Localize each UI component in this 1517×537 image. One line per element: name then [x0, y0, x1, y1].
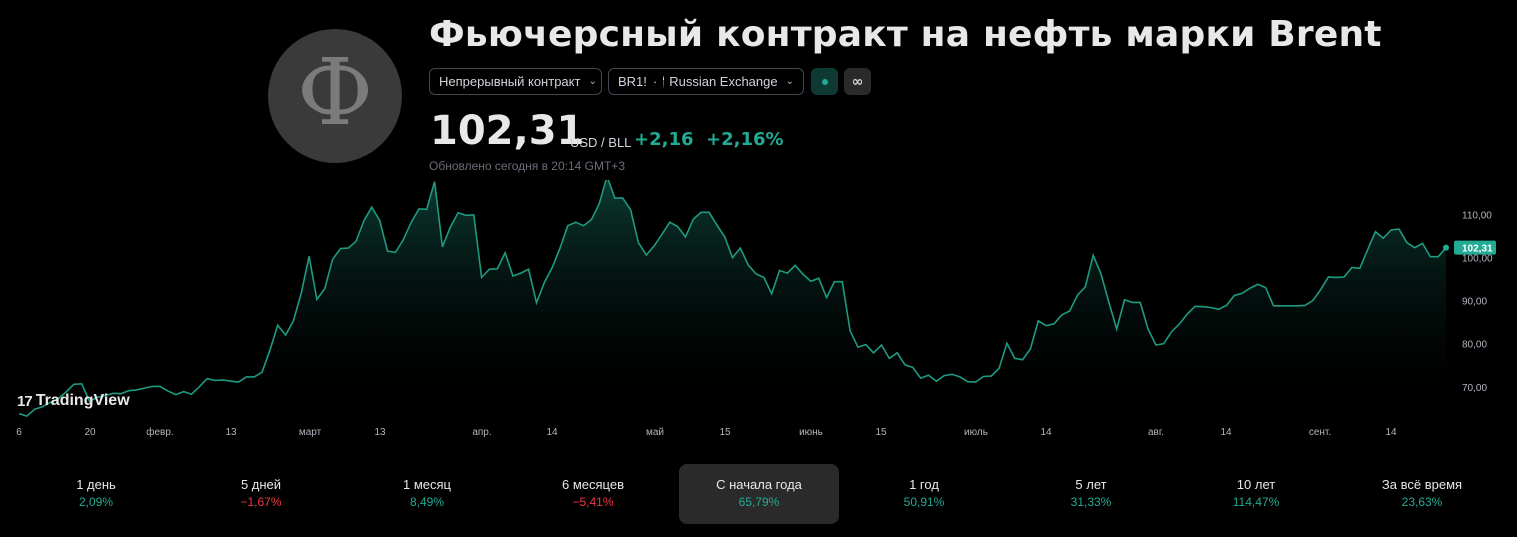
period-option[interactable]: С начала года 65,79%	[679, 464, 839, 524]
period-change-value: 23,63%	[1401, 495, 1443, 509]
period-label: 1 месяц	[403, 477, 451, 492]
x-tick-label: май	[646, 427, 664, 438]
last-price-badge	[1454, 240, 1496, 255]
contract-dropdown[interactable]: Непрерывный контракт ⌄	[429, 68, 602, 95]
period-label: 10 лет	[1236, 477, 1276, 492]
period-change-value: 31,33%	[1070, 495, 1112, 509]
contract-dropdown-label: Непрерывный контракт	[439, 74, 581, 89]
x-tick-label: 14	[1040, 427, 1052, 438]
period-label: С начала года	[716, 477, 802, 492]
period-label: 1 год	[909, 477, 939, 492]
y-tick-label: 80,00	[1462, 340, 1487, 351]
updated-time: Обновлено сегодня в 20:14 GMT+3	[429, 159, 625, 173]
market-open-dot-icon	[821, 78, 828, 85]
y-tick-label: 110,00	[1462, 210, 1492, 221]
y-tick-label: 90,00	[1462, 297, 1487, 308]
market-status-button[interactable]	[811, 68, 838, 95]
x-tick-label: 15	[875, 427, 887, 438]
x-tick-label: 6	[16, 427, 22, 438]
x-tick-label: авг.	[1148, 427, 1164, 438]
chart-series-line	[18, 180, 1447, 417]
last-price-badge-label: 102,31	[1462, 244, 1493, 255]
period-change-value: 65,79%	[738, 495, 780, 509]
symbol-logo: Ф	[268, 29, 402, 163]
continuous-button[interactable]: ∞	[844, 68, 871, 95]
period-selector: 1 день 2,09% 5 дней −1,67% 1 месяц 8,49% 6 мес…	[0, 464, 1517, 524]
infinity-icon: ∞	[851, 73, 864, 90]
period-change-value: −1,67%	[240, 495, 282, 509]
x-tick-label: 13	[374, 427, 386, 438]
x-tick-label: 14	[1385, 427, 1397, 438]
period-change-value: 50,91%	[903, 495, 945, 509]
period-option[interactable]: 5 лет 31,33%	[1011, 464, 1171, 524]
chart-area-fill	[19, 180, 1446, 417]
y-tick-label: 100,00	[1462, 254, 1493, 265]
period-label: 6 месяцев	[562, 477, 624, 492]
chevron-down-icon: ⌄	[785, 76, 794, 87]
period-label: 5 лет	[1075, 477, 1107, 492]
tradingview-watermark: 17 TradingView	[17, 392, 130, 410]
exchange-name: Russian Exchange	[669, 74, 778, 89]
x-tick-label: февр.	[146, 426, 173, 438]
x-tick-label: сент.	[1309, 427, 1331, 438]
x-tick-label: 15	[719, 427, 731, 438]
page-title: Фьючерсный контракт на нефть марки Brent	[429, 14, 1382, 55]
symbol-code: BR1!	[618, 74, 647, 89]
symbol-separator: ·	[652, 74, 658, 89]
period-option[interactable]: 5 дней −1,67%	[181, 464, 341, 524]
period-option[interactable]: 1 год 50,91%	[844, 464, 1004, 524]
watermark-text: TradingView	[35, 392, 130, 409]
last-price-dot	[1443, 244, 1449, 251]
x-tick-label: 20	[84, 427, 96, 438]
price-change: +2,16 +2,16%	[634, 129, 784, 150]
period-option[interactable]: 1 месяц 8,49%	[347, 464, 507, 524]
period-label: 1 день	[76, 477, 116, 492]
period-option[interactable]: 1 день 2,09%	[16, 464, 176, 524]
period-option[interactable]: 10 лет 114,47%	[1176, 464, 1336, 524]
period-change-value: 2,09%	[78, 495, 114, 509]
x-tick-label: июль	[964, 427, 988, 438]
x-tick-label: 14	[1220, 427, 1232, 438]
tradingview-logo-icon: 17	[17, 392, 33, 410]
period-option[interactable]: 6 месяцев −5,41%	[513, 464, 673, 524]
period-change-value: −5,41%	[572, 495, 614, 509]
x-tick-label: 14	[546, 427, 558, 438]
x-tick-label: июнь	[799, 427, 823, 438]
russia-flag-icon	[663, 75, 665, 88]
price-value: 102,31	[430, 108, 585, 154]
change-abs: +2,16	[634, 129, 694, 150]
change-pct: +2,16%	[706, 129, 784, 150]
exchange-dropdown[interactable]: BR1! · Russian Exchange ⌄	[608, 68, 804, 95]
price-chart[interactable]: 110,00 100,00 90,00 80,00 70,00 102,31 6 20 фев…	[0, 180, 1517, 442]
period-change-value: 8,49%	[409, 495, 445, 509]
x-tick-label: апр.	[472, 427, 491, 438]
logo-glyph: Ф	[296, 39, 374, 146]
period-label: За всё время	[1381, 477, 1463, 492]
period-change-value: 114,47%	[1232, 495, 1280, 509]
period-label: 5 дней	[240, 477, 282, 492]
x-tick-label: март	[299, 427, 322, 438]
x-tick-label: 13	[225, 427, 237, 438]
period-option[interactable]: За всё время 23,63%	[1342, 464, 1502, 524]
y-tick-label: 70,00	[1462, 383, 1487, 394]
chevron-down-icon: ⌄	[588, 76, 597, 87]
price-unit: USD / BLL	[570, 135, 632, 150]
